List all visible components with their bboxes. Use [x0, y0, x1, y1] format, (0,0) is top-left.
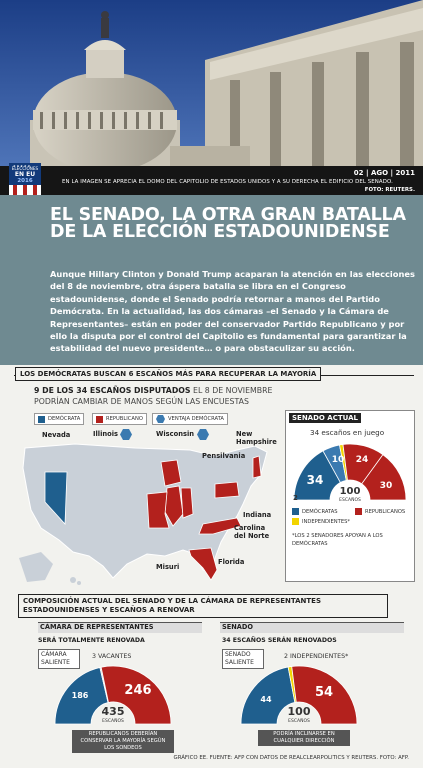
legend-senado-rep-label: REPUBLICANOS: [365, 508, 406, 515]
page-title: EL SENADO, LA OTRA GRAN BATALLA DE LA EL…: [50, 205, 406, 242]
legend-dem: DEMÓCRATA: [34, 413, 85, 425]
senado-saliente: SENADO SALIENTE: [222, 649, 264, 669]
state-wisconsin: [160, 459, 182, 487]
subtitle-line2: PODRÍAN CAMBIAR DE MANOS SEGÚN LAS ENCUE…: [34, 397, 249, 406]
dem-total-label: 34: [307, 473, 324, 487]
vacantes-label: 3 VACANTES: [92, 653, 132, 660]
camara-total: 435: [102, 705, 125, 718]
state-florida: [188, 547, 218, 581]
camara-rep-value: 246: [124, 683, 151, 698]
legend-adv-label: VENTAJA DEMÓCRATA: [168, 416, 224, 422]
hexagon-icon: [156, 415, 165, 423]
header-panel: [0, 195, 423, 365]
subtitle-bold: 9 DE LOS 34 ESCAÑOS DISPUTADOS: [34, 386, 191, 395]
state-pennsylvania: [214, 481, 240, 499]
label-missouri: Misuri: [156, 563, 180, 571]
label-new-hampshire: New Hampshire: [236, 430, 277, 446]
senado-renew: 34 ESCAÑOS SERÁN RENOVADOS: [222, 637, 337, 644]
badge-label: ELECCIONES: [11, 166, 39, 171]
camara-head: CÁMARA DE REPRESENTANTES: [38, 622, 202, 633]
state-new-hampshire: [252, 455, 262, 479]
senado-note: PODRÍA INCLINARSE EN CUALQUIER DIRECCIÓN: [258, 730, 350, 746]
label-florida: Florida: [218, 558, 245, 566]
subtitle-rest: EL 8 DE NOVIEMBRE: [190, 386, 273, 395]
label-wisconsin: Wisconsin: [156, 430, 195, 438]
hexagon-icon: [120, 429, 132, 440]
camara-total-label: ESCAÑOS: [102, 717, 124, 724]
chart-segment: [100, 665, 172, 725]
senado-actual-head: SENADO ACTUAL: [289, 413, 361, 423]
label-north-carolina: Carolina del Norte: [234, 524, 270, 540]
ind-swatch: [292, 518, 299, 525]
hexagon-icon: [197, 429, 209, 440]
chart-segment: [240, 666, 296, 725]
senado-total-label: ESCAÑOS: [288, 717, 310, 724]
rep-swatch: [355, 508, 362, 515]
capitol-photo: [0, 0, 423, 166]
section2-title: COMPOSICIÓN ACTUAL DEL SENADO Y DE LA CÁ…: [18, 594, 388, 618]
legend-senado-dem: DEMÓCRATAS: [292, 508, 338, 515]
chart-segment: [361, 454, 407, 501]
dem-swatch: [292, 508, 299, 515]
senado-total: 100: [288, 705, 311, 718]
senado-dem-value: 44: [260, 695, 272, 704]
senado-rep-value: 54: [315, 685, 333, 700]
dem-swatch: [38, 415, 45, 423]
legend-senado-rep: REPUBLICANOS: [355, 508, 405, 515]
state-missouri: [146, 491, 170, 529]
legend-rep-label: REPUBLICANO: [106, 416, 143, 422]
photo-caption: En la imagen se aprecia el domo del Capi…: [62, 179, 393, 185]
label-indiana: Indiana: [243, 511, 272, 519]
photo-credit: FOTO: REUTERS.: [364, 187, 415, 193]
independientes-label: 2 INDEPENDIENTES*: [284, 653, 349, 660]
center-value: 100: [340, 486, 361, 497]
camara-saliente: CÁMARA SALIENTE: [38, 649, 80, 669]
senado-footnote: *LOS 2 SENADORES APOYAN A LOS DEMÓCRATAS: [292, 533, 383, 547]
svg-text:★ ★ ★ ★ ★: ★ ★ ★ ★ ★: [13, 164, 31, 168]
label-pennsylvania: Pensilvania: [202, 452, 246, 460]
label-nevada: Nevada: [42, 431, 71, 439]
legend-adv: VENTAJA DEMÓCRATA: [152, 413, 228, 425]
legend-senado-ind-label: INDEPENDIENTES*: [302, 518, 350, 525]
camara-note: REPUBLICANOS DEBERÍAN CONSERVAR LA MAYOR…: [72, 730, 174, 753]
state-nevada: [44, 471, 68, 525]
center-label: ESCAÑOS: [339, 496, 361, 503]
footer-credits: GRÁFICO EE. FUENTE: AFP CON DATOS DE REA…: [173, 755, 409, 761]
rep-play-label: 24: [356, 455, 369, 465]
section1-subtitle: 9 DE LOS 34 ESCAÑOS DISPUTADOS EL 8 DE N…: [34, 385, 272, 407]
legend-dem-label: DEMÓCRATA: [48, 416, 81, 422]
lead-paragraph: Aunque Hillary Clinton y Donald Trump ac…: [50, 269, 415, 354]
senado-actual-chart: 100 ESCAÑOS 34 10 24 30 2: [293, 443, 407, 503]
badge-title: EN EU: [14, 171, 36, 178]
chart-segment: [54, 667, 109, 725]
date-label: 02 | AGO | 2011: [353, 169, 415, 177]
senado-chart: 44 54 100 ESCAÑOS: [240, 665, 358, 725]
badge-year: 2016: [17, 178, 33, 184]
legend-rep: REPUBLICANO: [92, 413, 147, 425]
section1-title: LOS DEMÓCRATAS BUSCAN 6 ESCAÑOS MÁS PARA…: [15, 367, 322, 381]
caption-bar: 02 | AGO | 2011 En la imagen se aprecia …: [0, 166, 423, 195]
legend-senado-ind: INDEPENDIENTES*: [292, 518, 350, 525]
dem-play-label: 10: [332, 455, 345, 465]
label-illinois: Illinois: [93, 430, 118, 438]
ind-label: 2: [293, 494, 298, 502]
senado-head: SENADO: [220, 622, 404, 633]
camara-renew: SERÁ TOTALMENTE RENOVADA: [38, 637, 145, 644]
chart-segment: [291, 665, 358, 725]
seats-in-play-label: 34 escaños en juego: [310, 428, 385, 437]
camara-dem-value: 186: [72, 691, 89, 700]
legend-senado-dem-label: DEMÓCRATAS: [302, 508, 338, 515]
us-map: [19, 443, 268, 585]
rep-total-label: 30: [380, 481, 393, 491]
state-north-carolina: [198, 517, 242, 535]
state-indiana: [180, 487, 194, 519]
rep-swatch: [96, 415, 103, 423]
camara-chart: 186 246 435 ESCAÑOS: [54, 665, 172, 725]
